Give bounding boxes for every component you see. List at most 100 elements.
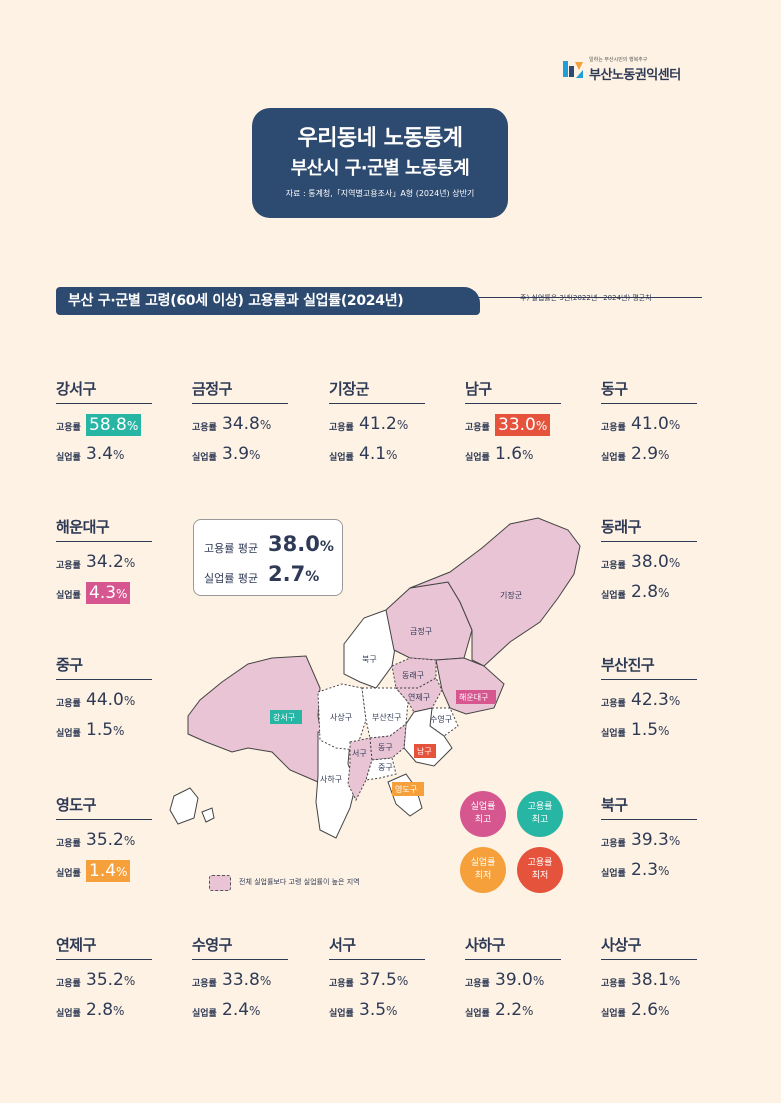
employment-value: 33.0% [495,414,551,436]
district-name: 동구 [601,378,697,404]
employment-label: 고용률 [465,979,490,989]
seo-area [347,737,373,802]
district-name: 동래구 [601,516,697,542]
employment-label: 고용률 [56,699,81,709]
employment-label: 고용률 [465,423,490,433]
district-card: 해운대구 고용률 34.2% 실업률 4.3% [56,516,152,608]
island-small-area [201,807,215,823]
employment-value: 41.0% [631,414,681,434]
gijang-area [409,517,581,667]
map-label-jung: 중구 [378,763,393,772]
district-card: 수영구 고용률 33.8% 실업률 2.4% [192,934,288,1026]
map-label-yeonje: 연제구 [408,693,430,702]
district-card: 서구 고용률 37.5% 실업률 3.5% [329,934,425,1026]
employment-label: 고용률 [56,561,81,571]
employment-value: 39.0% [495,970,545,990]
sub-title: 부산시 구·군별 노동통계 [290,158,470,179]
sasang-area [317,683,367,751]
unemployment-value: 2.3% [631,860,670,880]
employment-label: 고용률 [601,423,626,433]
unemployment-value: 1.5% [631,720,670,740]
jung-area [365,757,397,781]
section-title-bar [56,287,480,315]
unemployment-label: 실업률 [56,869,81,879]
section-note: 주) 실업률은 3년(2022년~2024년) 평균치 [520,294,652,302]
busanjin-area [361,687,409,739]
employment-value: 38.1% [631,970,681,990]
district-card: 사상구 고용률 38.1% 실업률 2.6% [601,934,697,1026]
unemployment-value: 4.1% [359,444,398,464]
unemployment-label: 실업률 [601,869,626,879]
legend-unemp-low: 실업률 최저 [460,847,506,893]
unemployment-label: 실업률 [56,1009,81,1019]
district-name: 서구 [329,934,425,960]
map-label-yeongdo: 영도구 [395,784,417,794]
unemployment-value: 2.2% [495,1000,534,1020]
yeonje-area [394,677,443,713]
unemployment-value: 2.8% [631,582,670,602]
unemployment-value: 1.5% [86,720,125,740]
unemployment-value: 2.8% [86,1000,125,1020]
map-badge-haeundae [456,690,496,704]
district-name: 북구 [601,794,697,820]
district-card: 영도구 고용률 35.2% 실업률 1.4% [56,794,152,886]
map-badge-gangseo [270,710,302,724]
map-label-buk: 북구 [362,655,377,664]
title-box: 우리동네 노동통계 부산시 구·군별 노동통계 자료 : 통계청,「지역별고용조… [252,108,508,218]
district-card: 기장군 고용률 41.2% 실업률 4.1% [329,378,425,470]
district-name: 중구 [56,654,152,680]
map-label-dongnae: 동래구 [402,671,424,680]
district-card: 동래구 고용률 38.0% 실업률 2.8% [601,516,697,608]
district-card: 동구 고용률 41.0% 실업률 2.9% [601,378,697,470]
map-label-haeundae: 해운대구 [459,692,488,702]
district-name: 수영구 [192,934,288,960]
map-label-gijang: 기장군 [500,590,522,600]
unemployment-value: 2.6% [631,1000,670,1020]
busan-map: 기장군 금정구 북구 동래구 해운대구 강서구 사상구 부산진구 연제구 수영구… [169,517,581,839]
employment-label: 고용률 [601,561,626,571]
employment-value: 58.8% [86,414,142,436]
unemployment-label: 실업률 [329,1009,354,1019]
map-label-nam: 남구 [417,747,432,756]
island-area [169,787,199,825]
district-name: 사상구 [601,934,697,960]
unemployment-value: 2.4% [222,1000,261,1020]
unemployment-value: 3.9% [222,444,261,464]
employment-label: 고용률 [192,979,217,989]
map-label-sasang: 사상구 [330,712,352,722]
employment-value: 34.2% [86,552,136,572]
district-name: 기장군 [329,378,425,404]
district-card: 연제구 고용률 35.2% 실업률 2.8% [56,934,152,1026]
saha-area [315,731,357,839]
employment-label: 고용률 [329,979,354,989]
avg-employment-label: 고용률 평균 [204,542,259,555]
employment-label: 고용률 [329,423,354,433]
employment-label: 고용률 [56,423,81,433]
district-card: 강서구 고용률 58.8% 실업률 3.4% [56,378,152,470]
district-name: 사하구 [465,934,561,960]
employment-value: 39.3% [631,830,681,850]
employment-value: 44.0% [86,690,136,710]
map-label-gangseo: 강서구 [273,712,295,722]
employment-value: 35.2% [86,830,136,850]
avg-employment-value: 38.0% [268,532,334,556]
district-card: 부산진구 고용률 42.3% 실업률 1.5% [601,654,697,746]
district-name: 강서구 [56,378,152,404]
unemployment-label: 실업률 [601,591,626,601]
average-box: 고용률 평균 38.0% 실업률 평균 2.7% [193,519,343,596]
unemployment-label: 실업률 [465,1009,490,1019]
map-label-suyeong: 수영구 [430,714,452,724]
logo-tagline: 일하는 부산시민의 행복추구 [589,57,648,63]
employment-label: 고용률 [601,699,626,709]
employment-label: 고용률 [601,979,626,989]
legend-pink-text: 전체 실업률보다 고령 실업률이 높은 지역 [239,878,360,886]
unemployment-label: 실업률 [465,453,490,463]
employment-label: 고용률 [601,839,626,849]
unemployment-label: 실업률 [56,729,81,739]
map-label-saha: 사하구 [320,774,342,784]
avg-unemployment-label: 실업률 평균 [204,572,259,585]
logo-name: 부산노동권익센터 [589,68,681,83]
unemployment-value: 1.6% [495,444,534,464]
district-name: 연제구 [56,934,152,960]
